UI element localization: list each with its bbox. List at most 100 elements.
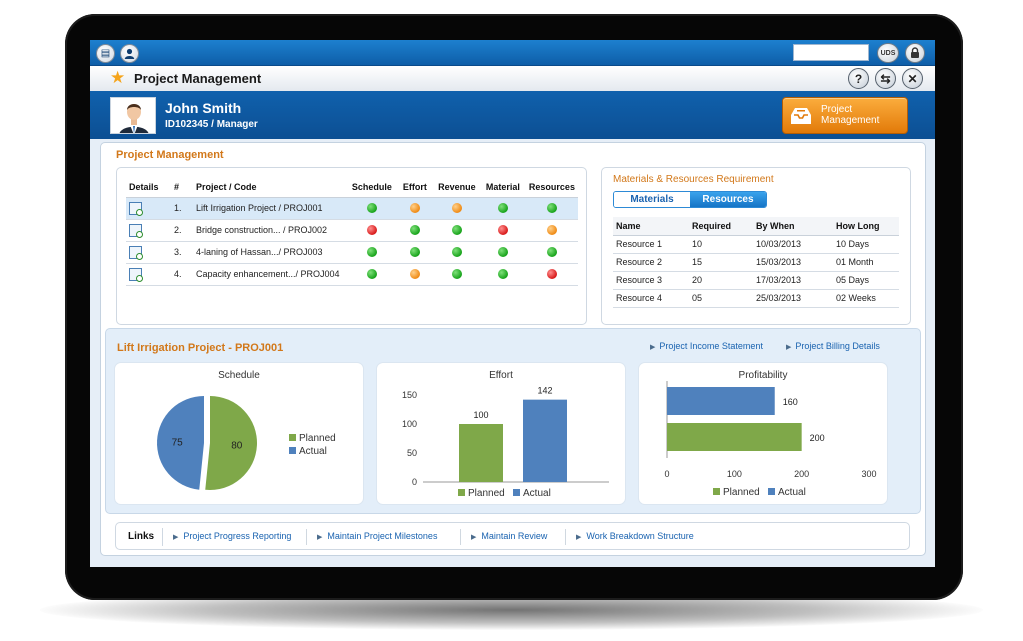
- table-row[interactable]: 2. Bridge construction... / PROJ002: [126, 219, 578, 242]
- bar-planned: [459, 424, 503, 482]
- project-link[interactable]: Capacity enhancement.../ PROJ004: [192, 263, 348, 286]
- y-tick-label: 50: [407, 448, 417, 458]
- pie-slice-actual: [157, 396, 204, 490]
- inbox-tray-icon: [791, 108, 811, 124]
- uds-button[interactable]: UDS: [877, 43, 899, 63]
- x-tick-label: 0: [664, 469, 669, 479]
- resource-name-link[interactable]: Resource 3: [613, 271, 689, 290]
- schedule-pie-chart: 80 75 Planned Actual: [157, 396, 336, 490]
- legend-label-planned: Planned: [723, 487, 760, 498]
- col-number: #: [170, 177, 193, 198]
- details-cell[interactable]: [126, 263, 171, 286]
- legend-swatch-planned: [713, 488, 720, 495]
- legend-swatch-actual: [513, 489, 520, 496]
- bar-data-label: 100: [473, 410, 488, 420]
- details-cell[interactable]: [126, 241, 171, 264]
- project-link[interactable]: Bridge construction... / PROJ002: [192, 219, 348, 242]
- arrow-right-icon: ▶: [576, 534, 582, 541]
- col-schedule: Schedule: [347, 177, 396, 198]
- legend-label-actual: Actual: [523, 488, 551, 499]
- resources-status-cell: [525, 241, 578, 264]
- search-input[interactable]: [793, 44, 869, 61]
- resource-how-long: 10 Days: [833, 235, 899, 254]
- help-button[interactable]: ?: [848, 68, 869, 89]
- user-id-role: ID102345 / Manager: [165, 119, 258, 130]
- link-maintain-project-milestones[interactable]: ▶ Maintain Project Milestones: [317, 531, 438, 541]
- effort-status-cell: [395, 219, 434, 242]
- table-row[interactable]: 1. Lift Irrigation Project / PROJ001: [126, 197, 578, 220]
- avatar: [110, 97, 156, 134]
- project-management-button-label: Project Management: [821, 104, 880, 126]
- resources-status-dot: [546, 247, 557, 258]
- links-bar: Links ▶ Project Progress Reporting ▶ Maint…: [115, 522, 910, 550]
- link-project-progress-reporting[interactable]: ▶ Project Progress Reporting: [173, 531, 292, 541]
- project-management-button[interactable]: Project Management: [782, 97, 908, 134]
- view-details-icon[interactable]: [129, 245, 143, 260]
- resource-name-link[interactable]: Resource 1: [613, 235, 689, 254]
- project-billing-details-link[interactable]: ▶ Project Billing Details: [786, 341, 880, 351]
- resources-status-cell: [525, 219, 578, 242]
- materials-title: Materials & Resources Requirement: [613, 174, 774, 185]
- app-screen: ▤ UDS ★ Project Management ? ⇆ ✕: [90, 40, 935, 567]
- project-link[interactable]: 4-laning of Hassan.../ PROJ003: [192, 241, 348, 264]
- resource-by-when: 15/03/2013: [753, 253, 833, 272]
- resources-status-dot: [546, 203, 557, 214]
- project-income-statement-link[interactable]: ▶ Project Income Statement: [650, 341, 763, 351]
- divider: [162, 528, 163, 546]
- resource-name-link[interactable]: Resource 2: [613, 253, 689, 272]
- revenue-status-dot: [451, 203, 462, 214]
- favorite-star-icon[interactable]: ★: [110, 68, 126, 87]
- resources-status-dot: [546, 225, 557, 236]
- link-work-breakdown-structure[interactable]: ▶ Work Breakdown Structure: [576, 531, 694, 541]
- user-profile-icon[interactable]: [120, 44, 139, 63]
- window-icon[interactable]: ▤: [96, 44, 115, 63]
- materials-card: Materials & Resources Requirement Materi…: [601, 167, 911, 325]
- bar-actual: [667, 387, 775, 415]
- pie-slice-planned: [205, 396, 258, 490]
- y-tick-label: 150: [402, 390, 417, 400]
- profitability-chart-card: Profitability 0 100 200 300 160 200 Planned Act…: [638, 362, 888, 505]
- view-details-icon[interactable]: [129, 223, 143, 238]
- tab-materials[interactable]: Materials: [614, 192, 690, 207]
- arrow-right-icon: ▶: [471, 534, 477, 541]
- view-details-icon[interactable]: [129, 267, 143, 282]
- resource-required: 20: [689, 271, 753, 290]
- resource-name-link[interactable]: Resource 4: [613, 289, 689, 308]
- view-details-icon[interactable]: [129, 201, 143, 216]
- close-button[interactable]: ✕: [902, 68, 923, 89]
- resource-required: 05: [689, 289, 753, 308]
- table-row[interactable]: 3. 4-laning of Hassan.../ PROJ003: [126, 241, 578, 264]
- schedule-status-dot: [366, 269, 377, 280]
- table-row: Resource 2 15 15/03/2013 01 Month: [613, 253, 899, 272]
- revenue-status-dot: [451, 269, 462, 280]
- tab-resources[interactable]: Resources: [690, 192, 766, 207]
- arrow-right-icon: ▶: [786, 344, 792, 351]
- project-link[interactable]: Lift Irrigation Project / PROJ001: [192, 197, 348, 220]
- schedule-status-cell: [347, 241, 396, 264]
- effort-status-cell: [395, 263, 434, 286]
- y-tick-label: 0: [412, 477, 417, 487]
- material-status-dot: [497, 203, 508, 214]
- table-row[interactable]: 4. Capacity enhancement.../ PROJ004: [126, 263, 578, 286]
- effort-status-cell: [395, 241, 434, 264]
- row-number: 4.: [170, 263, 193, 286]
- project-detail-title: Lift Irrigation Project - PROJ001: [117, 342, 284, 354]
- lock-icon[interactable]: [905, 43, 925, 63]
- divider: [565, 529, 566, 545]
- legend-label-planned: Planned: [468, 488, 505, 499]
- col-by-when: By When: [753, 217, 833, 236]
- profitability-bar-chart: 0 100 200 300 160 200 Planned Actual: [664, 381, 877, 498]
- link-maintain-review[interactable]: ▶ Maintain Review: [471, 531, 548, 541]
- details-cell[interactable]: [126, 219, 171, 242]
- revenue-status-cell: [433, 263, 480, 286]
- revenue-status-cell: [433, 197, 480, 220]
- legend-swatch-actual: [768, 488, 775, 495]
- refresh-button[interactable]: ⇆: [875, 68, 896, 89]
- details-cell[interactable]: [126, 197, 171, 220]
- projects-card: Details # Project / Code Schedule Effort…: [116, 167, 587, 325]
- links-label: Links: [128, 531, 155, 542]
- effort-bar-chart: 0 50 100 150 100 142 Planned Actual: [402, 386, 609, 499]
- resources-status-cell: [525, 263, 578, 286]
- col-effort: Effort: [395, 177, 434, 198]
- arrow-right-icon: ▶: [317, 534, 323, 541]
